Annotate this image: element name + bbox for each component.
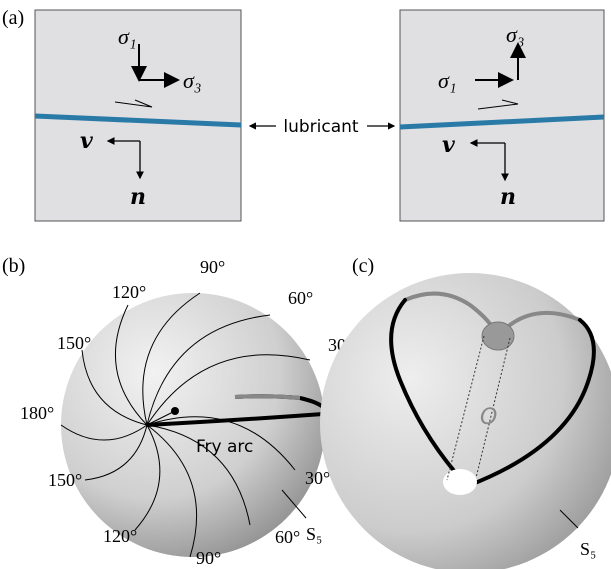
surface-label: S₅ (306, 524, 322, 544)
sphere (61, 293, 325, 557)
sigma: σ₁ (118, 24, 137, 49)
angle-label: 90° (200, 257, 225, 277)
lubricant-label: lubricant (283, 117, 359, 137)
angle-label: 60° (288, 288, 313, 308)
vector-v: v (442, 132, 455, 158)
sigma: σ₁ (438, 68, 457, 93)
panel-label: (c) (352, 255, 374, 277)
angle-label: 180° (20, 403, 54, 423)
panel-label: (b) (2, 255, 25, 277)
figure: (a) σ₁ σ₃ v n σ₃ σ₁ v n lubricant (b) Fr… (0, 0, 611, 569)
angle-label: 60° (275, 527, 300, 547)
angle-label: 30° (305, 468, 330, 488)
point (443, 469, 477, 495)
surface-label: S₅ (580, 539, 596, 559)
angle-label: 150° (48, 470, 82, 490)
angle-label: 120° (103, 526, 137, 546)
sigma: σ₃ (183, 68, 202, 93)
vector-n: n (130, 184, 146, 210)
origin-label: O (480, 405, 497, 430)
arc-label: Fry arc (196, 437, 253, 457)
panel-label: (a) (2, 7, 24, 29)
vector-n: n (500, 184, 516, 210)
angle-label: 150° (57, 333, 91, 353)
angle-label: 120° (112, 282, 146, 302)
sigma: σ₃ (506, 22, 525, 47)
point (482, 322, 514, 350)
vector-v: v (80, 128, 93, 154)
angle-label: 90° (196, 548, 221, 568)
